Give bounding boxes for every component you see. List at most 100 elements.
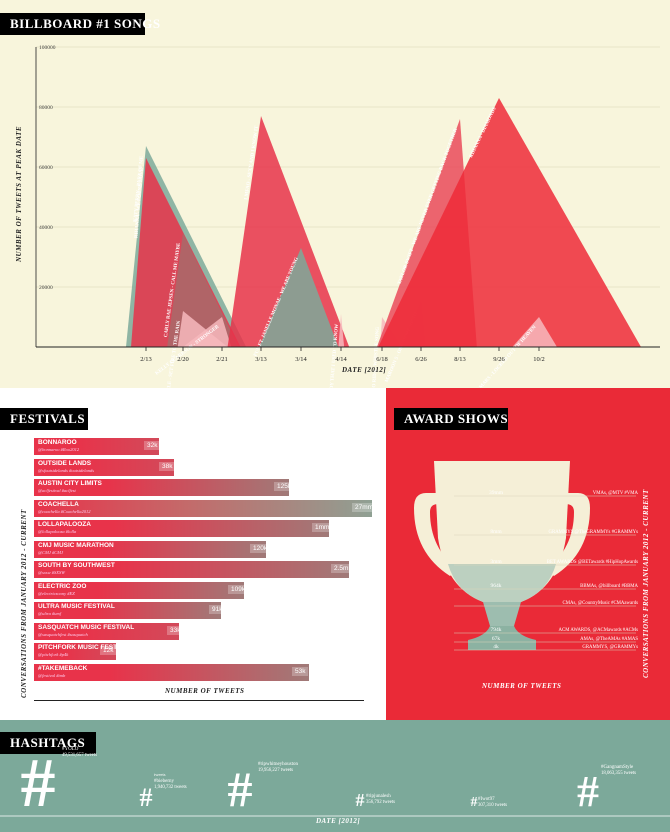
festivals-xlabel: NUMBER OF TWEETS	[165, 687, 245, 695]
trophy-fill	[448, 564, 556, 602]
festival-value: 12k	[100, 646, 117, 655]
hashtag-count: 19,956,227 tweets	[258, 768, 293, 773]
festivals-title: FESTIVALS	[0, 408, 88, 430]
festival-name: PITCHFORK MUSIC FESTIVAL	[38, 644, 132, 651]
award-label: VMAs, @MTV #VMA	[593, 491, 639, 496]
award-value: 964k	[491, 583, 502, 589]
award-value: 39mm	[489, 490, 504, 496]
trophy-handle-right	[546, 493, 590, 576]
y-tick-label: 40000	[39, 225, 53, 231]
festival-row: CMJ MUSIC MARATHON @CMJ #CMJ 120k	[34, 540, 271, 558]
festival-row: ULTRA MUSIC FESTIVAL @ultra #umf 91k	[34, 602, 226, 619]
y-tick-label: 60000	[39, 165, 53, 171]
x-tick-label: 10/2	[533, 356, 545, 363]
festival-name: COACHELLA	[38, 500, 79, 508]
festival-name: OUTSIDE LANDS	[38, 459, 92, 467]
award-label: ACM AWARDS, @ACMawards #ACMs	[559, 628, 639, 633]
song-peak-triangle	[378, 98, 641, 347]
festival-name: BONNAROO	[38, 439, 77, 446]
festival-bar	[34, 458, 174, 476]
festival-row: LOLLAPALOOZA @lollapalooza #lolla 1mm	[34, 520, 333, 537]
festival-handle: @festival #tmb	[38, 672, 66, 678]
festival-bar	[34, 561, 349, 578]
festival-handle: @CMJ #CMJ	[38, 549, 64, 555]
x-tick-label: 8/13	[454, 356, 466, 363]
award-value: 8mm	[490, 529, 502, 535]
x-tick-label: 3/13	[255, 356, 267, 363]
festival-row: PITCHFORK MUSIC FESTIVAL @pitchfork #p4k 1…	[34, 643, 131, 660]
award-label: CMAs, @CountryMusic #CMAawards	[563, 601, 639, 606]
hashtag-count: 307,310 tweets	[478, 803, 507, 808]
hashtag-icon: #	[228, 761, 253, 817]
festival-bar	[34, 499, 372, 517]
festival-bar	[34, 438, 159, 455]
hashtags-section: HASHTAGS # #YOLO 49,531,657 tweets # tweets #…	[0, 720, 670, 832]
festival-value: 120k	[250, 543, 271, 553]
festival-value: 38k	[159, 461, 176, 471]
hashtag-icon: #	[471, 795, 478, 810]
award-label: BET AWARDS @BETawards #HipHopAwards	[547, 560, 638, 565]
billboard-ylabel: NUMBER OF TWEETS AT PEAK DATE	[15, 125, 23, 262]
award-ylabel: CONVERSATIONS FROM JANUARY 2012 - CURREN…	[642, 489, 650, 678]
festival-bar	[34, 622, 179, 640]
festival-handle: @sxsw #SXSW	[38, 570, 66, 575]
festival-handle: @aclfestival #aclfest	[38, 488, 76, 493]
hashtags-title: HASHTAGS	[0, 732, 96, 754]
award-shows-section: AWARD SHOWS 39mm VMAs, @MTV #VMA 8mm GRAMMY…	[386, 388, 670, 720]
festival-name: ELECTRIC ZOO	[38, 582, 87, 590]
festival-handle: @electriczoony #EZ	[38, 590, 75, 596]
trophy-stem	[483, 602, 521, 626]
festivals-x-axis	[34, 700, 364, 701]
festivals-section: FESTIVALS BONNAROO @bonnaroo #Roo2012 32k O…	[0, 388, 386, 720]
award-value: 3mm	[490, 559, 502, 565]
award-value: 67k	[492, 636, 501, 642]
festival-value: 33k	[167, 625, 184, 635]
hashtag-label: #Iwot97	[478, 797, 495, 802]
award-value: 794k	[491, 627, 502, 633]
award-label: GRAMMYS, @GRAMMYs	[582, 645, 638, 650]
hashtag-count: 1,940,732 tweets	[154, 785, 187, 790]
festival-value: 1mm	[312, 523, 333, 532]
festival-row: OUTSIDE LANDS @sfoutsidelands #outsidelan…	[34, 458, 176, 476]
festival-row: BONNAROO @bonnaroo #Roo2012 32k	[34, 438, 161, 455]
hashtag-icon: #	[21, 745, 56, 822]
song-label: KATY PERRY - PART OF ME	[133, 155, 145, 222]
festival-name: CMJ MUSIC MARATHON	[38, 541, 114, 549]
hashtag-label: #bieberny	[154, 779, 174, 784]
song-peak-triangle	[338, 314, 345, 347]
festival-value: 32k	[144, 441, 161, 450]
festival-handle: @sasquatchfest #sasquatch	[38, 631, 88, 637]
song-label: RIHANNA - WE FOUND LOVE	[134, 167, 145, 238]
award-label: GRAMMYS @TheGRAMMYs #GRAMMYs	[549, 530, 639, 535]
trophy-handle-left	[414, 493, 458, 576]
hashtag-count: 356,792 tweets	[366, 800, 395, 805]
festival-row: AUSTIN CITY LIMITS @aclfestival #aclfest 1…	[34, 479, 295, 496]
festival-handle: @pitchfork #p4k	[38, 652, 69, 657]
hashtag-icon: #	[140, 783, 153, 812]
festival-row: ELECTRIC ZOO @electriczoony #EZ 109k	[34, 581, 249, 599]
festival-bar	[34, 663, 309, 681]
festival-bar	[34, 643, 116, 660]
hashtag-icon: #	[577, 767, 599, 816]
hashtag-label: #YOLO	[62, 747, 79, 752]
song-peak-triangle	[259, 248, 339, 347]
festival-handle: @lollapalooza #lolla	[38, 529, 77, 534]
y-tick-label: 80000	[39, 105, 53, 111]
hashtags-xlabel: DATE [2012]	[316, 817, 361, 825]
festival-handle: @sfoutsidelands #outsidelands	[38, 467, 95, 473]
festival-name: LOLLAPALOOZA	[38, 521, 91, 528]
hashtag-label: #ripjunalesh	[366, 794, 391, 799]
x-tick-label: 2/13	[140, 356, 152, 363]
hashtag-count: 49,531,657 tweets	[62, 753, 97, 758]
festival-name: #TAKEMEBACK	[38, 664, 88, 672]
award-shows-title: AWARD SHOWS	[394, 408, 508, 430]
festival-row: SASQUATCH MUSIC FESTIVAL @sasquatchfest #…	[34, 622, 184, 640]
billboard-section: BILLBOARD #1 SONGS 100000 80000 60000 40000…	[0, 0, 670, 388]
hashtag-label: #GangnamStyle	[601, 765, 634, 770]
song-label: FLO RIDA - WHISTLE SONG	[372, 327, 381, 388]
festival-value: 109k	[228, 584, 249, 594]
festival-row: COACHELLA @coachella #Coachella2012 27mm	[34, 499, 377, 517]
festival-handle: @bonnaroo #Roo2012	[38, 447, 80, 452]
billboard-xlabel: DATE [2012]	[342, 366, 387, 374]
